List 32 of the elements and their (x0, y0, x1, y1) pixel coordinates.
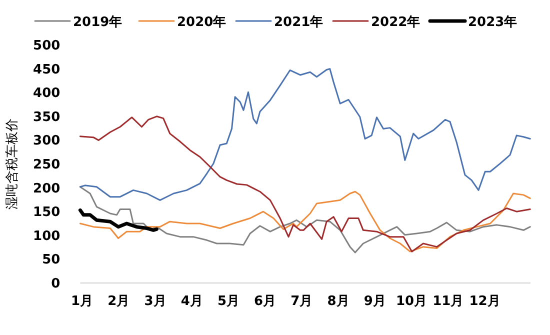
legend-label: 2022年 (371, 15, 420, 30)
y-tick-label: 50 (42, 252, 60, 268)
y-tick-label: 450 (33, 62, 60, 78)
y-tick-label: 0 (51, 276, 60, 292)
y-axis-title: 湿吨含税车板价 (5, 118, 20, 210)
y-tick-label: 500 (33, 38, 60, 54)
x-tick-label: 11月 (432, 294, 464, 309)
y-tick-label: 200 (33, 181, 60, 196)
x-tick-label: 5月 (217, 294, 240, 309)
line-series (78, 208, 158, 232)
x-tick-label: 2月 (108, 294, 130, 309)
x-tick-label: 12月 (469, 294, 500, 309)
y-tick-label: 250 (33, 158, 60, 172)
x-tick-label: 6月 (254, 294, 276, 309)
y-tick-label: 100 (33, 228, 60, 244)
y-tick-label: 350 (33, 110, 60, 125)
x-tick-label: 4月 (180, 294, 203, 309)
legend-label: 2019年 (73, 15, 122, 30)
x-tick-label: 1月 (71, 294, 94, 309)
y-tick-label: 300 (33, 134, 60, 149)
x-tick-label: 8月 (327, 294, 350, 309)
x-tick-label: 3月 (144, 294, 166, 309)
legend-label: 2023年 (468, 15, 518, 30)
legend-label: 2020年 (177, 15, 226, 30)
legend-label: 2021年 (274, 15, 324, 30)
y-tick-label: 150 (33, 205, 60, 220)
line-series (79, 68, 531, 201)
line-series (79, 116, 531, 252)
y-tick-label: 400 (33, 86, 60, 102)
x-tick-label: 7月 (290, 294, 313, 309)
x-tick-label: 10月 (396, 294, 428, 309)
x-tick-label: 9月 (364, 294, 386, 309)
